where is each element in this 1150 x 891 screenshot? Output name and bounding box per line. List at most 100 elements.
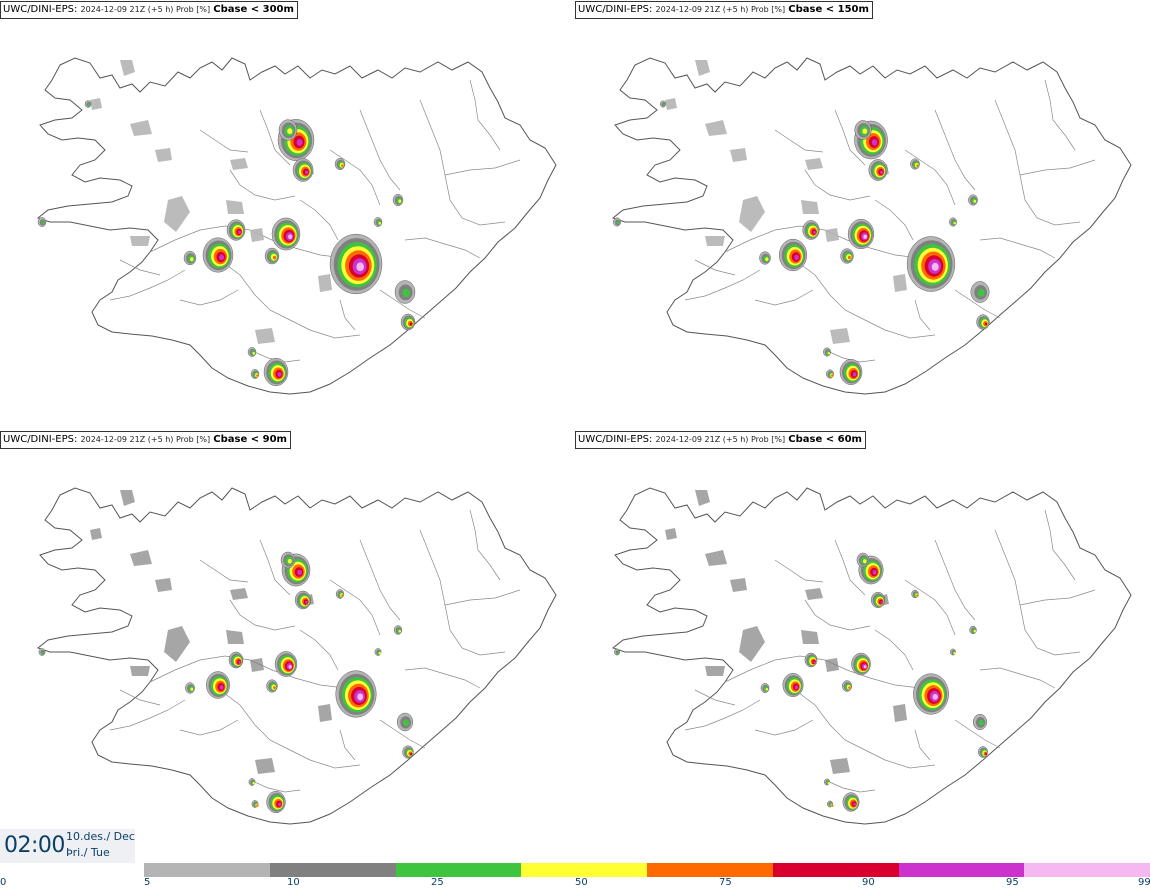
probability-area (226, 630, 244, 644)
boundary-line (694, 259, 736, 276)
boundary-line (904, 149, 956, 206)
color-scale-segment (269, 863, 396, 877)
probability-contour (272, 255, 277, 260)
probability-contour (831, 804, 834, 807)
probability-area (130, 236, 150, 246)
probability-contour (287, 128, 293, 135)
panel-title: UWC/DINI-EPS: 2024-12-09 21Z (+5 h) Prob… (0, 431, 291, 449)
probability-contour (219, 685, 224, 690)
boundary-line (404, 667, 481, 689)
variable-label: Cbase < 60m (788, 434, 862, 445)
probability-contour (880, 170, 884, 175)
boundary-line (979, 667, 1056, 689)
run-info: 2024-12-09 21Z (+5 h) Prob [%] (80, 5, 211, 14)
model-name: UWC/DINI-EPS (578, 4, 649, 15)
boundary-line (874, 199, 914, 241)
probability-contour (953, 652, 956, 655)
probability-contour (402, 288, 410, 298)
boundary-line (834, 539, 866, 596)
probability-contour (273, 686, 276, 690)
color-scale-tick: 50 (575, 877, 588, 888)
color-scale-tick: 99 (1138, 877, 1150, 888)
boundary-line (874, 629, 914, 671)
probability-area (250, 228, 264, 242)
probability-contour (256, 374, 259, 377)
boundary-line (109, 699, 186, 731)
boundary-line (219, 259, 361, 339)
boundary-line (339, 299, 356, 331)
probability-area (730, 578, 747, 592)
model-name: UWC/DINI-EPS (3, 4, 74, 15)
probability-contour (871, 139, 878, 146)
boundary-line (754, 719, 814, 736)
boundary-line (774, 559, 824, 583)
boundary-line (804, 169, 871, 201)
boundary-line (249, 779, 301, 793)
probability-contour (616, 221, 620, 225)
probability-area (164, 196, 190, 232)
boundary-line (934, 109, 976, 191)
probability-contour (296, 138, 303, 146)
run-info: 2024-12-09 21Z (+5 h) Prob [%] (80, 435, 211, 444)
probability-contour (297, 569, 302, 576)
probability-contour (953, 221, 956, 225)
probability-area (255, 328, 275, 344)
probability-area (120, 60, 135, 76)
probability-area (705, 236, 725, 246)
map-panel: UWC/DINI-EPS: 2024-12-09 21Z (+5 h) Prob… (0, 430, 575, 860)
probability-contour (341, 594, 344, 597)
panel-title: UWC/DINI-EPS: 2024-12-09 21Z (+5 h) Prob… (575, 1, 873, 19)
color-scale-tick: 90 (862, 877, 875, 888)
probability-area (825, 658, 839, 672)
probability-contour (288, 234, 293, 240)
iceland-map (36, 487, 557, 825)
color-scale-bar (144, 863, 1150, 877)
probability-contour (863, 559, 867, 564)
boundary-line (1019, 159, 1096, 176)
probability-contour (765, 687, 768, 691)
iceland-map (36, 57, 557, 395)
probability-contour (984, 752, 988, 756)
probability-area (739, 196, 765, 232)
probability-contour (827, 351, 830, 355)
boundary-line (229, 169, 296, 201)
probability-contour (304, 170, 309, 175)
boundary-line (329, 579, 381, 636)
color-scale-segment (898, 863, 1025, 877)
boundary-line (359, 539, 401, 621)
color-scale-segment (395, 863, 522, 877)
boundary-line (199, 559, 249, 583)
probability-contour (916, 164, 919, 167)
map-panel: UWC/DINI-EPS: 2024-12-09 21Z (+5 h) Prob… (0, 0, 575, 430)
probability-contour (765, 257, 769, 262)
boundary-line (824, 779, 876, 793)
boundary-line (419, 99, 506, 226)
probability-contour (341, 164, 344, 167)
probability-contour (831, 374, 834, 377)
variable-label: Cbase < 150m (788, 4, 869, 15)
boundary-line (299, 199, 339, 241)
boundary-line (329, 149, 381, 206)
variable-label: Cbase < 300m (213, 4, 294, 15)
boundary-line (834, 109, 866, 166)
probability-area (130, 120, 152, 136)
valid-date: 10.des./ Dec (66, 830, 135, 843)
boundary-line (119, 689, 161, 706)
valid-time: 02:00 (4, 833, 65, 858)
color-scale-tick: 10 (287, 877, 300, 888)
boundary-line (179, 289, 239, 306)
probability-contour (287, 558, 292, 564)
boundary-line (754, 289, 814, 306)
probability-contour (880, 601, 883, 604)
probability-contour (398, 629, 401, 633)
probability-contour (409, 752, 413, 756)
color-scale-segment (1024, 863, 1150, 877)
probability-contour (88, 103, 91, 107)
boundary-line (179, 719, 239, 736)
color-scale-tick: 0 (0, 877, 7, 888)
panel-title: UWC/DINI-EPS: 2024-12-09 21Z (+5 h) Prob… (575, 431, 866, 449)
probability-area (130, 666, 150, 676)
color-scale-segment (772, 863, 899, 877)
boundary-line (404, 237, 481, 259)
probability-contour (41, 221, 45, 225)
